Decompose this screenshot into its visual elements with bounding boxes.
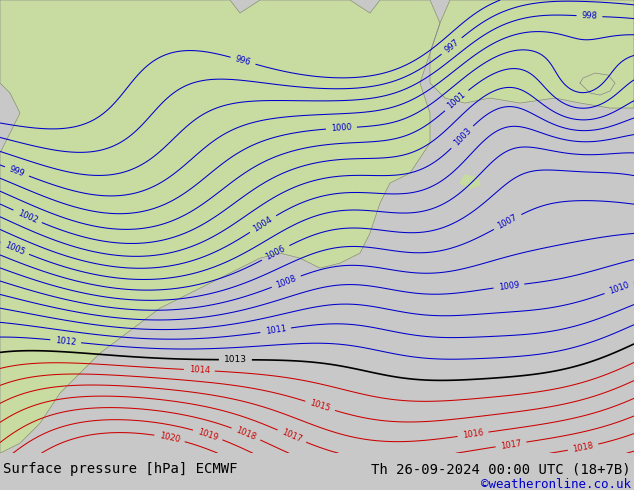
Text: 1018: 1018 <box>572 441 594 454</box>
Text: 1019: 1019 <box>197 427 219 442</box>
Text: 1017: 1017 <box>500 439 522 450</box>
Text: 1009: 1009 <box>498 280 520 292</box>
Text: 1018: 1018 <box>235 425 257 442</box>
Polygon shape <box>580 73 615 95</box>
Text: 1020: 1020 <box>158 431 181 444</box>
Text: 1003: 1003 <box>451 126 473 148</box>
Text: 998: 998 <box>581 11 598 21</box>
Text: 1011: 1011 <box>264 324 287 336</box>
Polygon shape <box>0 0 440 453</box>
Text: 1012: 1012 <box>55 336 77 347</box>
Text: Surface pressure [hPa] ECMWF: Surface pressure [hPa] ECMWF <box>3 462 238 476</box>
Text: 1016: 1016 <box>462 428 484 440</box>
Text: 1013: 1013 <box>224 355 247 364</box>
Polygon shape <box>460 175 480 188</box>
Text: 1010: 1010 <box>608 281 631 296</box>
Text: 1006: 1006 <box>264 244 287 262</box>
Text: 1002: 1002 <box>16 208 39 225</box>
Text: 1015: 1015 <box>309 398 332 413</box>
Text: ©weatheronline.co.uk: ©weatheronline.co.uk <box>481 478 631 490</box>
Text: 1014: 1014 <box>188 365 210 375</box>
Text: 1008: 1008 <box>275 273 298 290</box>
Polygon shape <box>430 0 634 108</box>
Text: 1001: 1001 <box>446 90 467 111</box>
Text: 1005: 1005 <box>3 240 26 257</box>
Text: Th 26-09-2024 00:00 UTC (18+7B): Th 26-09-2024 00:00 UTC (18+7B) <box>372 462 631 476</box>
Text: 997: 997 <box>443 38 461 54</box>
Text: 996: 996 <box>234 54 252 67</box>
Text: 999: 999 <box>8 165 26 178</box>
Text: 1004: 1004 <box>252 215 274 233</box>
Text: 1000: 1000 <box>330 123 352 133</box>
Text: 1017: 1017 <box>280 428 303 444</box>
Text: 1007: 1007 <box>496 213 519 231</box>
